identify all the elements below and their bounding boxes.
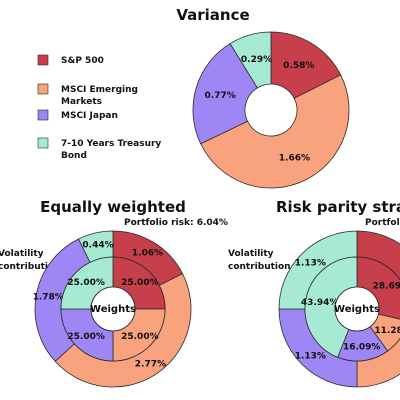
legend-label-treasury: 7-10 Years Treasury — [61, 139, 161, 149]
risk-parity-title: Risk parity stra — [276, 198, 400, 216]
rp-inner-label-sp500: 28.69 — [373, 281, 400, 291]
variance-title: Variance — [176, 6, 249, 24]
legend-swatch-em — [37, 83, 49, 95]
ew-inner-label-sp500: 25.00% — [121, 278, 159, 288]
ew-outer-label-sp500: 1.06% — [132, 249, 163, 259]
rp-outer-label-japan: 1.13% — [295, 352, 326, 362]
ew-outer-label-em: 2.77% — [135, 359, 166, 369]
equally-weighted-title: Equally weighted — [40, 198, 186, 216]
legend: S&P 500 MSCI Emerging Markets MSCI Japan 7-1… — [37, 54, 161, 161]
legend-swatch-sp500 — [37, 54, 49, 66]
risk-parity-donut: 1.13% 1.13% 28.69 11.28 16.09% 43.94%Weights — [278, 230, 400, 388]
ew-outer-label-japan: 1.78% — [33, 293, 64, 303]
legend-swatch-treasury — [37, 137, 49, 149]
ew-inner-label-treasury: 25.00% — [67, 278, 105, 288]
variance-label-treasury: 0.29% — [241, 55, 272, 65]
rp-inner-label-em: 11.28 — [374, 326, 400, 336]
equally-weighted-portfolio-risk: Portfolio risk: 6.04% — [124, 218, 228, 228]
legend-swatch-japan — [37, 109, 49, 121]
variance-label-japan: 0.77% — [205, 91, 236, 101]
variance-slice-em — [200, 74, 350, 189]
ew-inner-label-em: 25.00% — [121, 332, 159, 342]
legend-label-japan: MSCI Japan — [61, 111, 118, 121]
variance-slice-japan — [192, 43, 258, 145]
variance-donut: 0.58% 1.66% 0.77% 0.29% — [192, 31, 350, 189]
rp-center-label: Weights — [334, 304, 380, 315]
ew-center-hole — [90, 286, 136, 332]
equally-weighted-donut: 1.06% 2.77% 1.78% 0.44% 25.00% 25.00% 25.00% 25… — [33, 230, 192, 388]
ew-outer-label-treasury: 0.44% — [82, 241, 113, 251]
risk-parity-portfolio-risk: Portfoli — [365, 218, 400, 228]
rp-center-hole — [334, 286, 380, 332]
rp-inner-label-japan: 16.09% — [343, 343, 381, 353]
risk-parity-volatility-label-line2: contribution — [228, 262, 291, 272]
risk-parity-volatility-label-line1: Volatility — [228, 249, 274, 259]
variance-slice-sp500 — [270, 31, 342, 99]
equally-weighted-volatility-label-line1: Volatility — [0, 249, 44, 259]
legend-label2-treasury: Bond — [61, 151, 87, 161]
variance-slice-treasury — [229, 31, 272, 89]
rp-inner-label-treasury: 43.94% — [301, 298, 339, 308]
legend-label2-em: Markets — [61, 97, 102, 107]
ew-center-label: Weights — [90, 304, 136, 315]
variance-label-em: 1.66% — [279, 154, 310, 164]
rp-outer-label-treasury: 1.13% — [295, 258, 326, 268]
ew-inner-label-japan: 25.00% — [67, 332, 105, 342]
equally-weighted-volatility-label-line2: contribution — [0, 262, 61, 272]
legend-label-em: MSCI Emerging — [61, 85, 138, 95]
variance-label-sp500: 0.58% — [283, 61, 314, 71]
legend-label-sp500: S&P 500 — [61, 56, 104, 66]
